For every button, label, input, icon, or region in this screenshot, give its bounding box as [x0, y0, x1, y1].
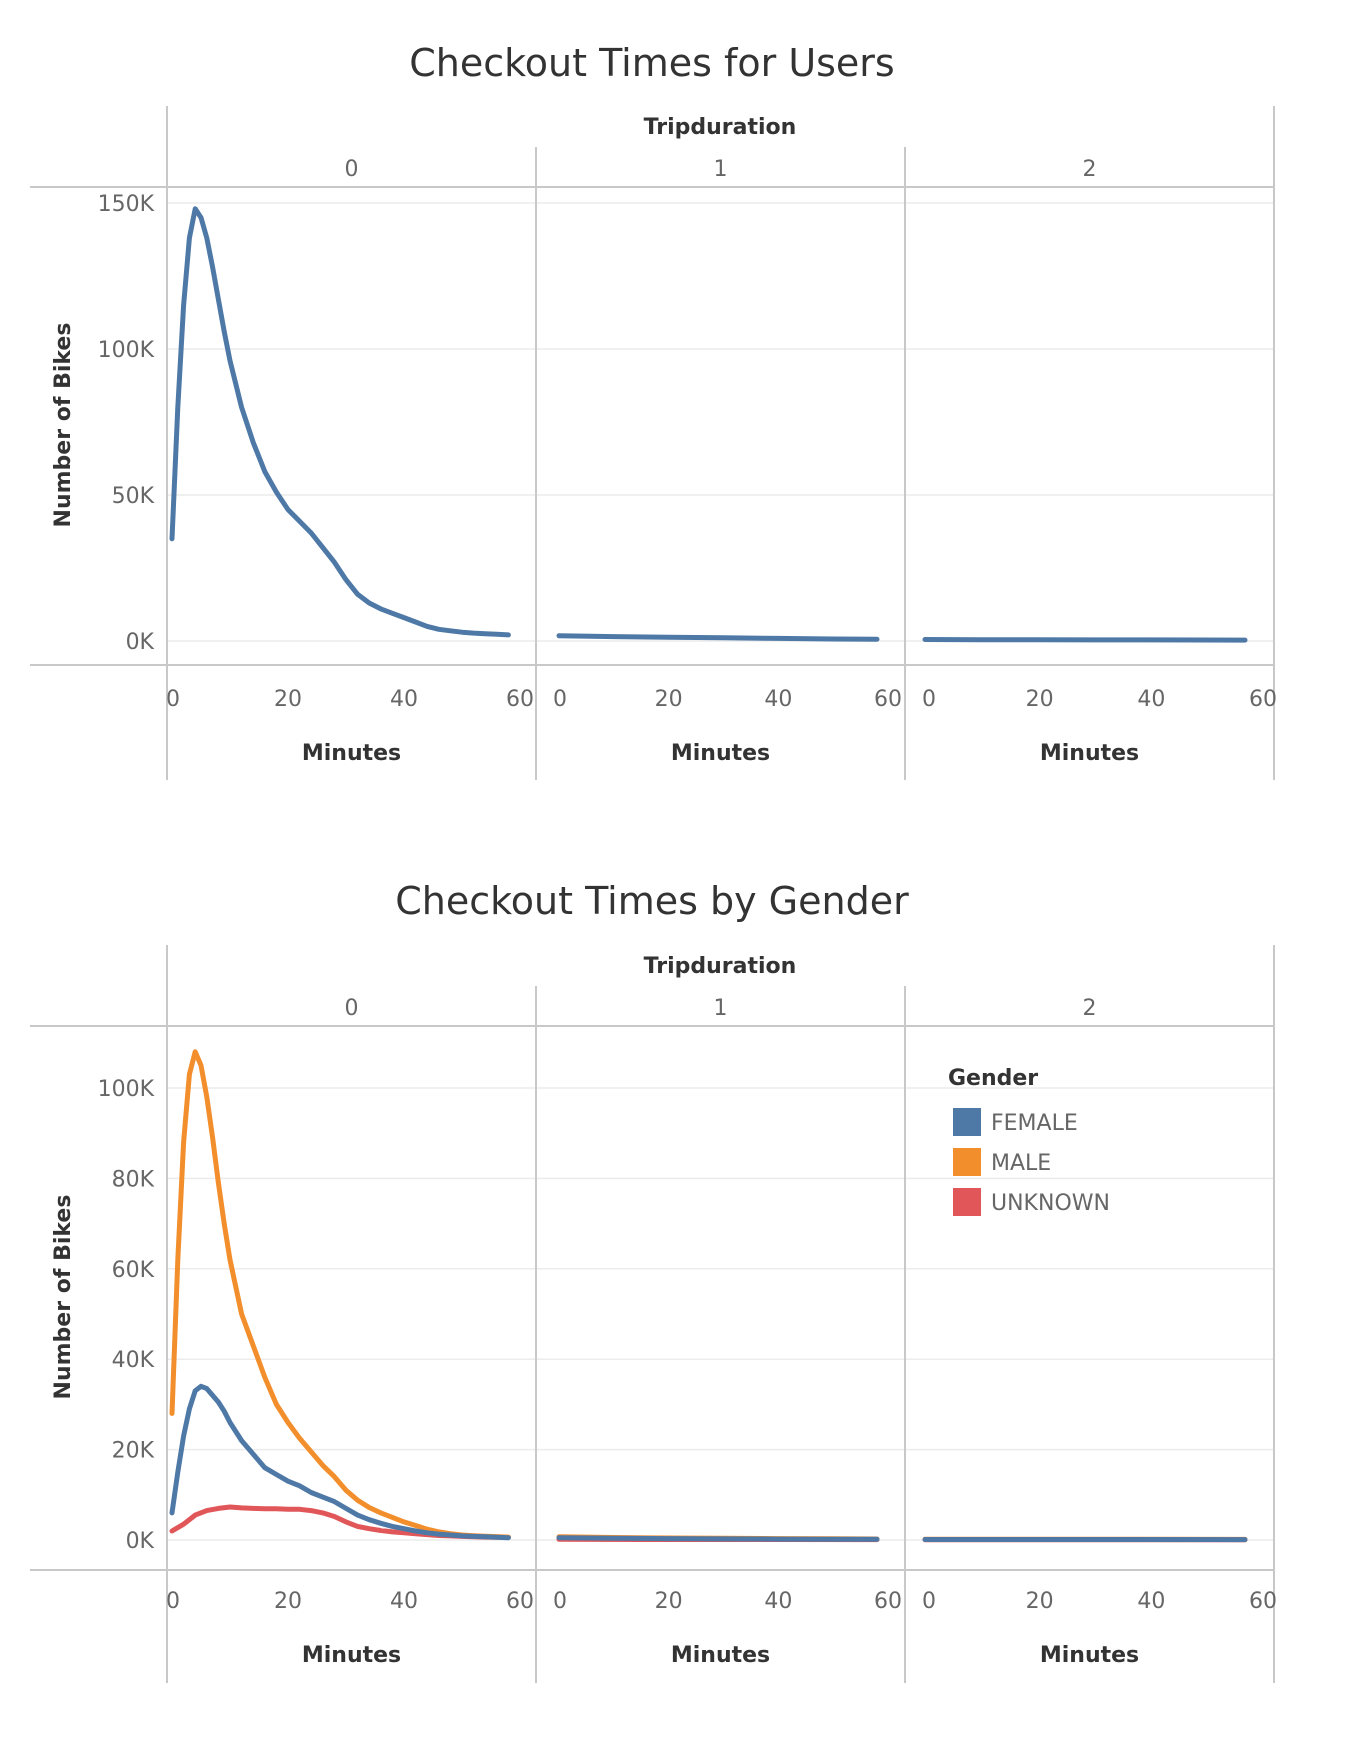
female-line-facet-0	[169, 1383, 511, 1541]
y-tick-label: 100K	[98, 1077, 155, 1102]
y-tick-label: 40K	[112, 1348, 155, 1373]
x-tick-label: 40	[1137, 687, 1165, 712]
facet-header: Tripduration	[644, 115, 797, 140]
x-tick-label: 20	[1026, 1589, 1054, 1614]
y-tick-label: 50K	[112, 484, 155, 509]
facet-label: 0	[345, 157, 359, 182]
facet-label: 1	[714, 996, 728, 1021]
legend-label: UNKNOWN	[991, 1191, 1110, 1216]
x-tick-label: 60	[1249, 687, 1277, 712]
x-tick-label: 0	[922, 687, 936, 712]
x-tick-label: 40	[764, 1589, 792, 1614]
facet-label: 1	[714, 157, 728, 182]
x-tick-label: 40	[390, 1589, 418, 1614]
facet-label: 0	[345, 996, 359, 1021]
female-line-facet-1	[556, 1535, 880, 1542]
chart-title: Checkout Times for Users	[409, 41, 894, 85]
x-axis-label: Minutes	[302, 1643, 401, 1668]
x-tick-label: 60	[506, 687, 534, 712]
y-tick-label: 60K	[112, 1258, 155, 1283]
legend-swatch-unknown	[953, 1188, 981, 1216]
users-line-facet-0	[169, 206, 511, 638]
users-line-facet-1	[556, 633, 880, 642]
y-axis-label: Number of Bikes	[51, 323, 76, 528]
facet-header: Tripduration	[644, 954, 797, 979]
x-tick-label: 60	[1249, 1589, 1277, 1614]
x-tick-label: 20	[655, 1589, 683, 1614]
male-line-facet-0	[169, 1049, 511, 1540]
x-tick-label: 20	[274, 687, 302, 712]
legend-swatch-female	[953, 1108, 981, 1136]
y-axis-label: Number of Bikes	[51, 1195, 76, 1400]
y-tick-label: 0K	[126, 1529, 155, 1554]
x-axis-label: Minutes	[671, 1643, 770, 1668]
x-tick-label: 20	[655, 687, 683, 712]
x-axis-label: Minutes	[1040, 1643, 1139, 1668]
x-tick-label: 40	[1137, 1589, 1165, 1614]
y-tick-label: 20K	[112, 1439, 155, 1464]
legend-label: MALE	[991, 1151, 1051, 1176]
legend-title: Gender	[948, 1066, 1038, 1091]
y-tick-label: 150K	[98, 192, 155, 217]
x-tick-label: 60	[874, 1589, 902, 1614]
facet-label: 2	[1083, 157, 1097, 182]
x-tick-label: 20	[274, 1589, 302, 1614]
users-line-facet-2	[922, 637, 1248, 643]
facet-label: 2	[1083, 996, 1097, 1021]
x-tick-label: 60	[506, 1589, 534, 1614]
x-tick-label: 60	[874, 687, 902, 712]
x-axis-label: Minutes	[671, 741, 770, 766]
x-tick-label: 0	[166, 1589, 180, 1614]
x-tick-label: 40	[390, 687, 418, 712]
x-tick-label: 0	[553, 687, 567, 712]
x-tick-label: 40	[764, 687, 792, 712]
y-tick-label: 0K	[126, 630, 155, 655]
y-tick-label: 80K	[112, 1167, 155, 1192]
chart-title: Checkout Times by Gender	[395, 879, 909, 923]
legend: Gender FEMALE MALE UNKNOWN	[948, 1066, 1110, 1216]
y-tick-label: 100K	[98, 338, 155, 363]
x-tick-label: 0	[166, 687, 180, 712]
legend-swatch-male	[953, 1148, 981, 1176]
legend-label: FEMALE	[991, 1111, 1078, 1136]
x-tick-label: 0	[553, 1589, 567, 1614]
x-axis-label: Minutes	[302, 741, 401, 766]
x-tick-label: 20	[1026, 687, 1054, 712]
x-axis-label: Minutes	[1040, 741, 1139, 766]
x-tick-label: 0	[922, 1589, 936, 1614]
